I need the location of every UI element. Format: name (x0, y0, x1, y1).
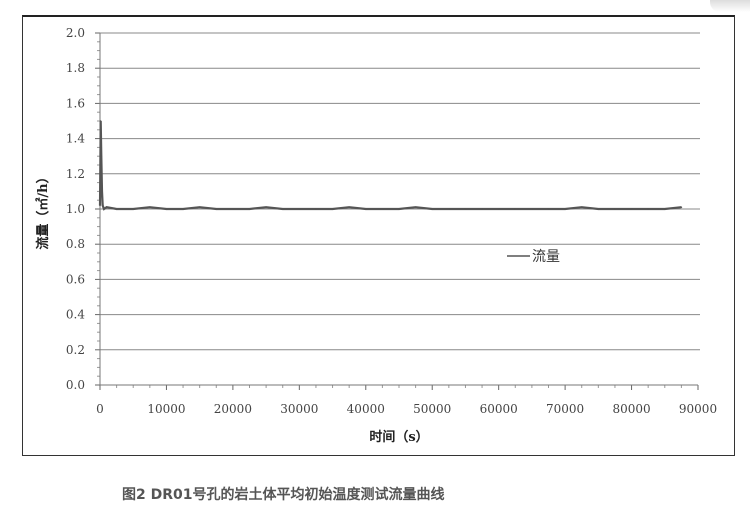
y-tick-label: 1.0 (66, 202, 85, 216)
y-tick-label: 0.8 (66, 237, 85, 251)
data-point (364, 208, 367, 210)
figure-caption: 图2 DR01号孔的岩土体平均初始温度测试流量曲线 (122, 487, 445, 503)
y-axis-label: 流量（㎡/h） (35, 170, 51, 249)
data-point (564, 208, 566, 210)
x-axis-label: 时间（s） (369, 429, 428, 445)
y-tick-label: 0.4 (66, 308, 85, 322)
data-point (647, 208, 649, 210)
data-point (331, 208, 334, 210)
y-tick-label: 1.4 (66, 132, 85, 146)
chart-frame (22, 15, 735, 456)
x-tick-label: 10000 (147, 402, 185, 416)
data-point (232, 208, 234, 210)
x-tick-label: 40000 (347, 402, 385, 416)
data-point (101, 190, 103, 193)
data-point (497, 208, 500, 210)
data-point (165, 208, 168, 210)
data-point (149, 206, 151, 209)
data-point (547, 208, 550, 210)
data-point (514, 208, 517, 210)
y-tick-label: 1.8 (66, 61, 85, 75)
data-point (182, 208, 184, 210)
data-point (99, 204, 101, 207)
x-tick-label: 90000 (679, 402, 717, 416)
y-tick-label: 0.6 (66, 272, 85, 286)
data-point (597, 208, 600, 210)
data-point (101, 204, 104, 207)
data-point (531, 208, 533, 210)
y-tick-label: 1.6 (66, 96, 85, 110)
data-point (464, 208, 467, 210)
data-point (105, 206, 108, 209)
data-point (99, 120, 102, 122)
page-corner-shadow (710, 0, 750, 12)
x-tick-label: 20000 (214, 402, 252, 416)
data-point (298, 208, 301, 210)
y-tick-label: 0.0 (66, 378, 85, 392)
x-tick-label: 30000 (280, 402, 318, 416)
data-point (414, 206, 417, 209)
data-point (431, 208, 434, 210)
y-tick-label: 0.2 (66, 343, 85, 357)
data-point (580, 206, 583, 209)
data-point (248, 208, 251, 210)
data-point (281, 208, 284, 210)
data-point (448, 208, 450, 210)
data-point (115, 208, 118, 210)
data-point (481, 208, 483, 210)
data-point (398, 208, 400, 210)
data-point (132, 208, 135, 210)
x-tick-label: 80000 (612, 402, 650, 416)
series-line (98, 120, 682, 211)
data-point (103, 208, 105, 210)
data-point (680, 206, 683, 209)
y-tick-label: 2.0 (66, 26, 85, 40)
data-point (215, 208, 218, 210)
data-point (630, 208, 633, 210)
data-point (381, 208, 384, 210)
data-point (198, 206, 201, 209)
data-point (265, 206, 267, 209)
data-point (315, 208, 317, 210)
data-point (348, 206, 350, 209)
legend-label: 流量 (532, 249, 560, 265)
y-tick-label: 1.2 (66, 167, 85, 181)
x-tick-label: 60000 (480, 402, 518, 416)
legend: 流量 (507, 249, 560, 265)
data-point (663, 208, 666, 210)
data-point (100, 155, 103, 157)
data-point (614, 208, 616, 210)
x-tick-label: 50000 (413, 402, 451, 416)
x-tick-label: 0 (96, 402, 104, 416)
x-tick-label: 70000 (546, 402, 584, 416)
